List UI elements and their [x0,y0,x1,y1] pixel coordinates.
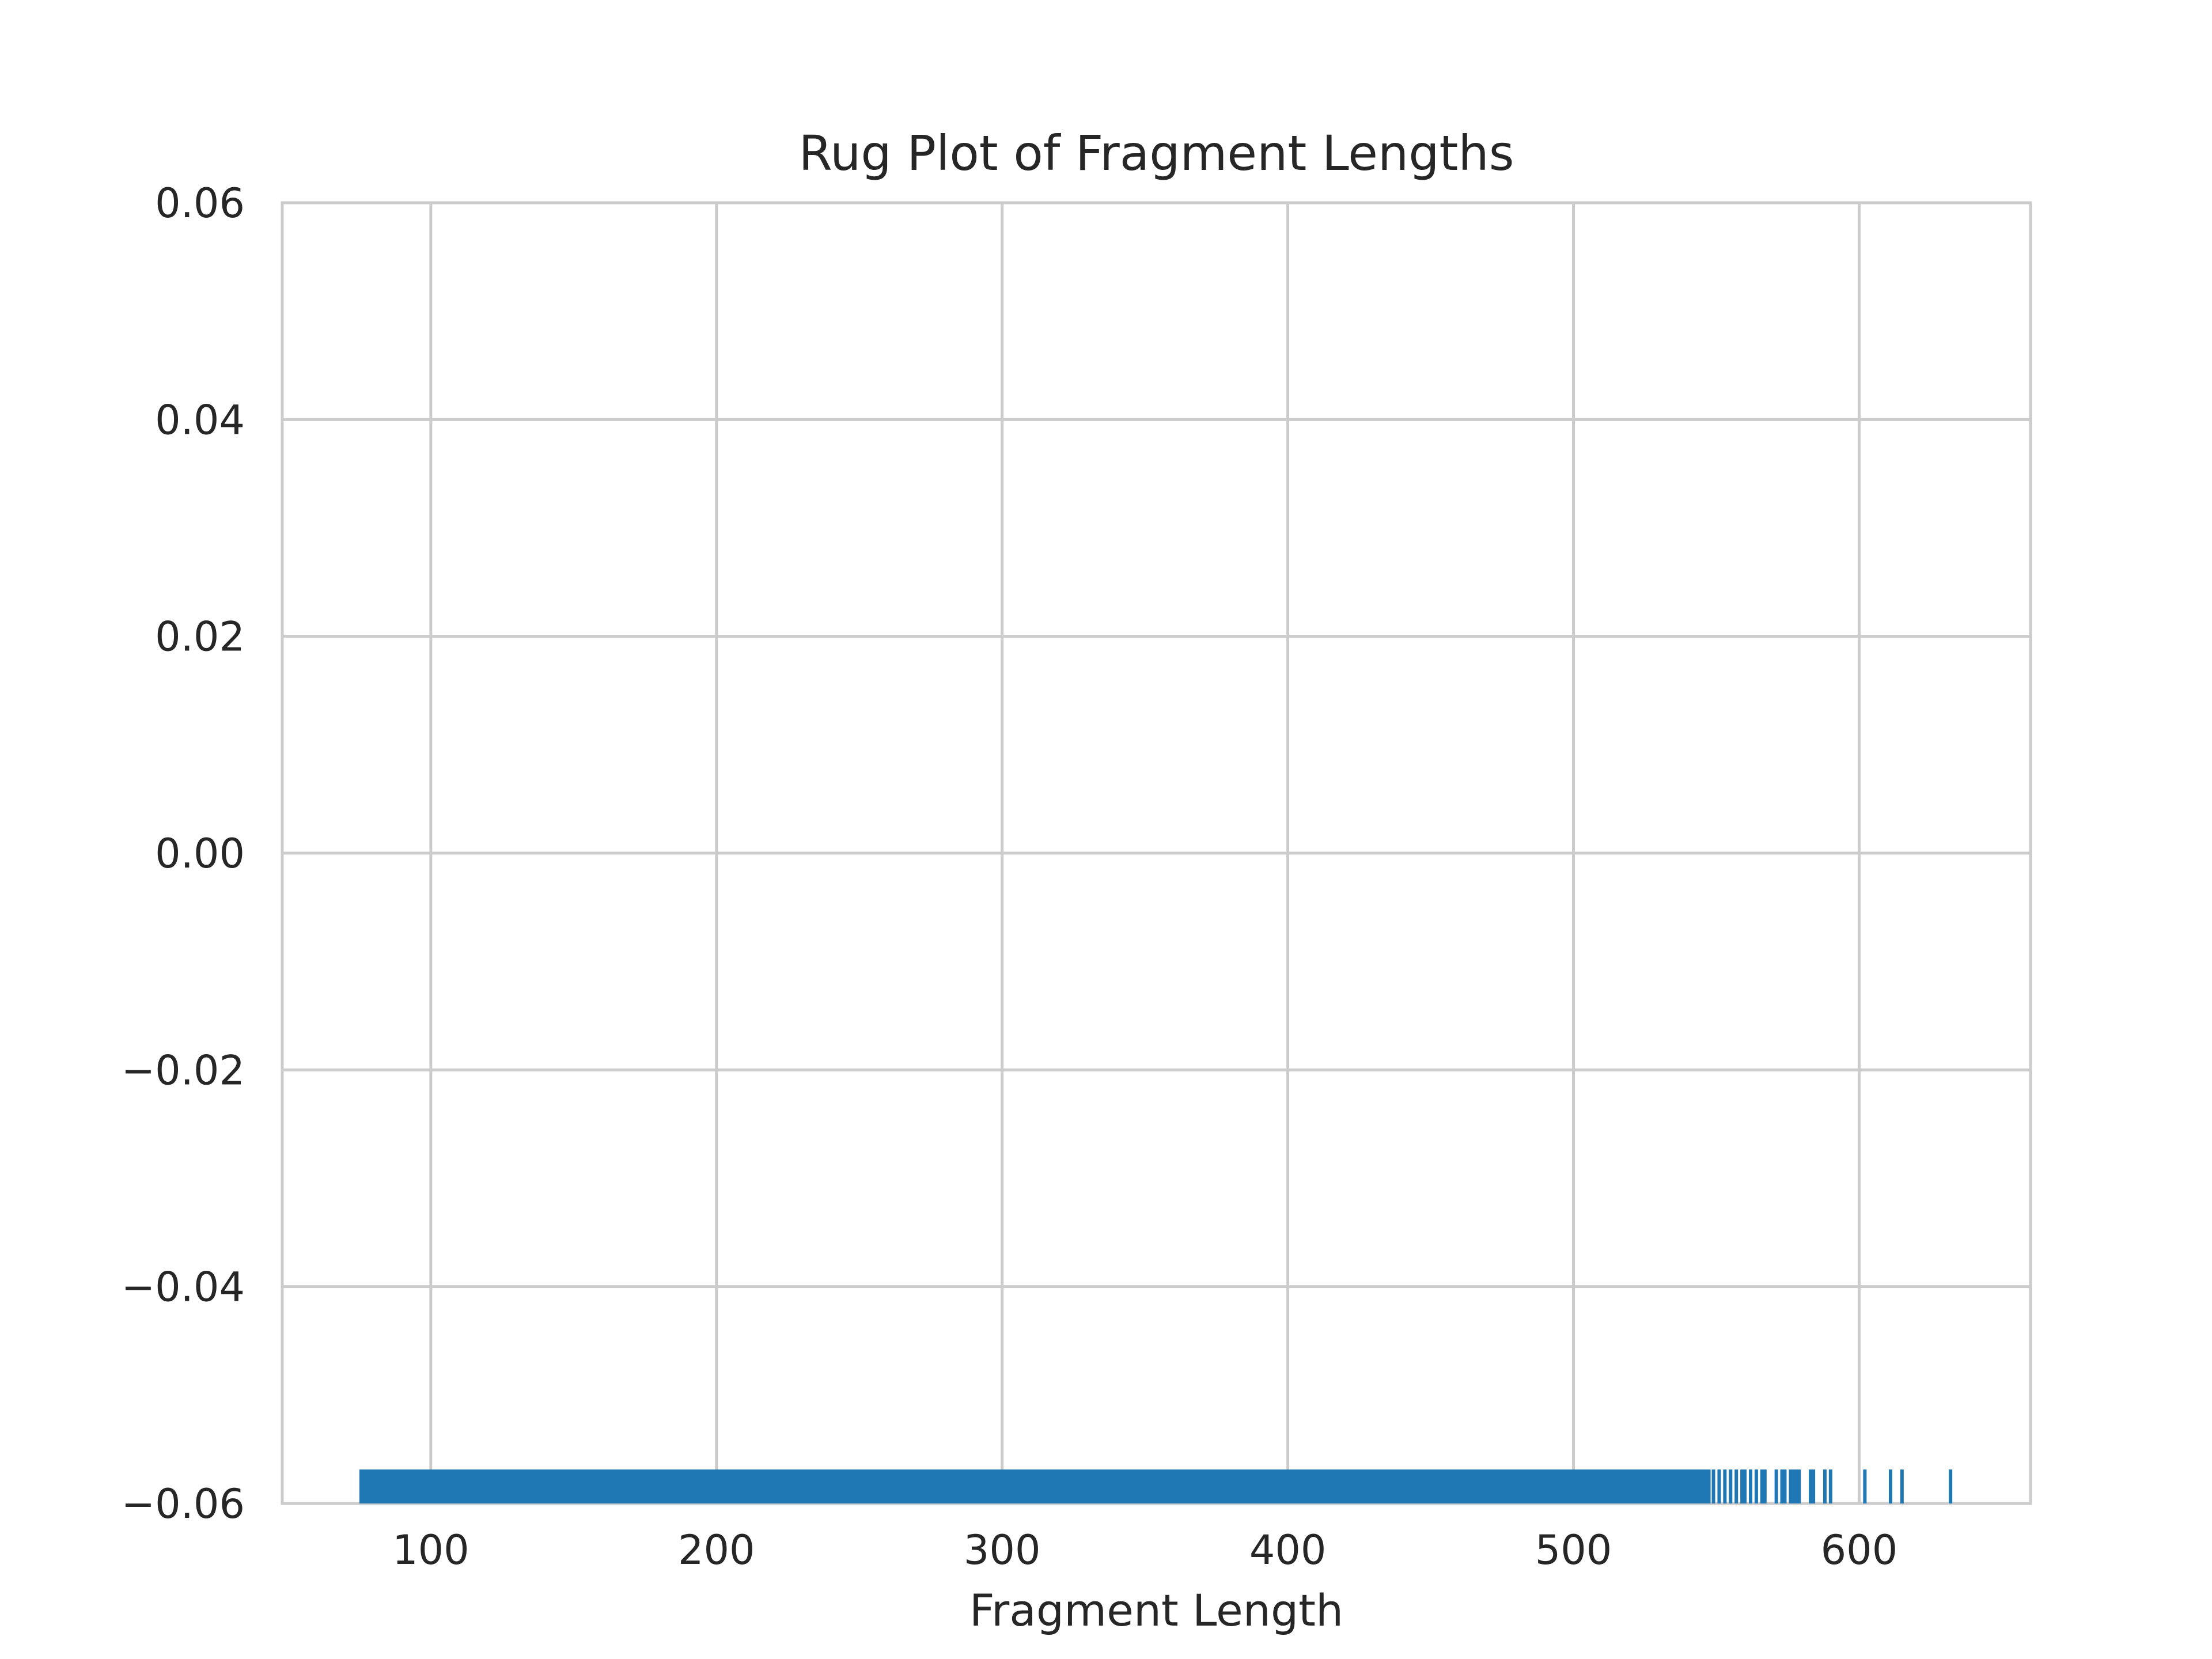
x-tick-label: 300 [964,1527,1041,1574]
x-axis-label: Fragment Length [969,1585,1343,1636]
y-tick-label: −0.02 [121,1047,245,1094]
grid-lines [282,201,2031,1505]
y-tick-label: 0.00 [155,830,245,877]
x-tick-label: 100 [392,1527,469,1574]
x-tick-labels: 100 200 300 400 500 600 [392,1527,1897,1574]
chart-title: Rug Plot of Fragment Lengths [799,125,1514,181]
x-tick-label: 600 [1821,1527,1898,1574]
x-tick-label: 200 [678,1527,755,1574]
y-tick-label: 0.02 [155,613,245,661]
rug-dense-band [359,1469,1711,1503]
y-tick-labels: 0.06 0.04 0.02 0.00 −0.02 −0.04 −0.06 [121,180,245,1528]
y-tick-label: −0.04 [121,1264,245,1311]
rug-marks [359,1469,1953,1503]
x-tick-label: 500 [1535,1527,1612,1574]
x-tick-label: 400 [1249,1527,1327,1574]
y-tick-label: −0.06 [121,1480,245,1528]
y-tick-label: 0.04 [155,396,245,444]
y-tick-label: 0.06 [155,180,245,227]
